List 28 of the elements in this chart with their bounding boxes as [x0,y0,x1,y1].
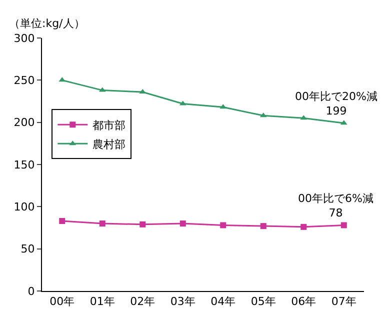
y-tick-label: 100 [14,200,35,214]
legend-label: 都市部 [92,118,126,132]
y-tick-label: 150 [14,158,35,172]
point [340,222,347,228]
point [300,224,307,230]
y-tick-label: 50 [20,242,35,256]
legend-label: 農村部 [92,138,126,151]
x-tick-label: 06年 [291,295,316,308]
y-tick-label: 0 [28,284,35,298]
point [220,222,226,228]
x-tick-label: 07年 [331,295,356,308]
x-tick-label: 05年 [250,295,276,308]
x-tick-label: 00年 [50,295,75,308]
annotation: 00年比で20%減 199 [295,90,378,118]
annotation: 00年比で6%減 78 [298,192,374,220]
x-tick-label: 01年 [90,295,115,308]
point [59,218,66,224]
x-tick-label: 03年 [170,295,196,308]
point [140,221,146,228]
y-tick-label: 300 [14,32,35,45]
x-tick-label: 04年 [210,295,236,308]
point [180,220,186,227]
point [260,223,266,230]
y-tick-label: 200 [14,116,35,130]
y-tick-label: 250 [14,74,35,88]
x-tick-label: 02年 [130,295,156,308]
y-axis-title: （単位:kg/人） [9,17,85,30]
point [99,220,106,227]
